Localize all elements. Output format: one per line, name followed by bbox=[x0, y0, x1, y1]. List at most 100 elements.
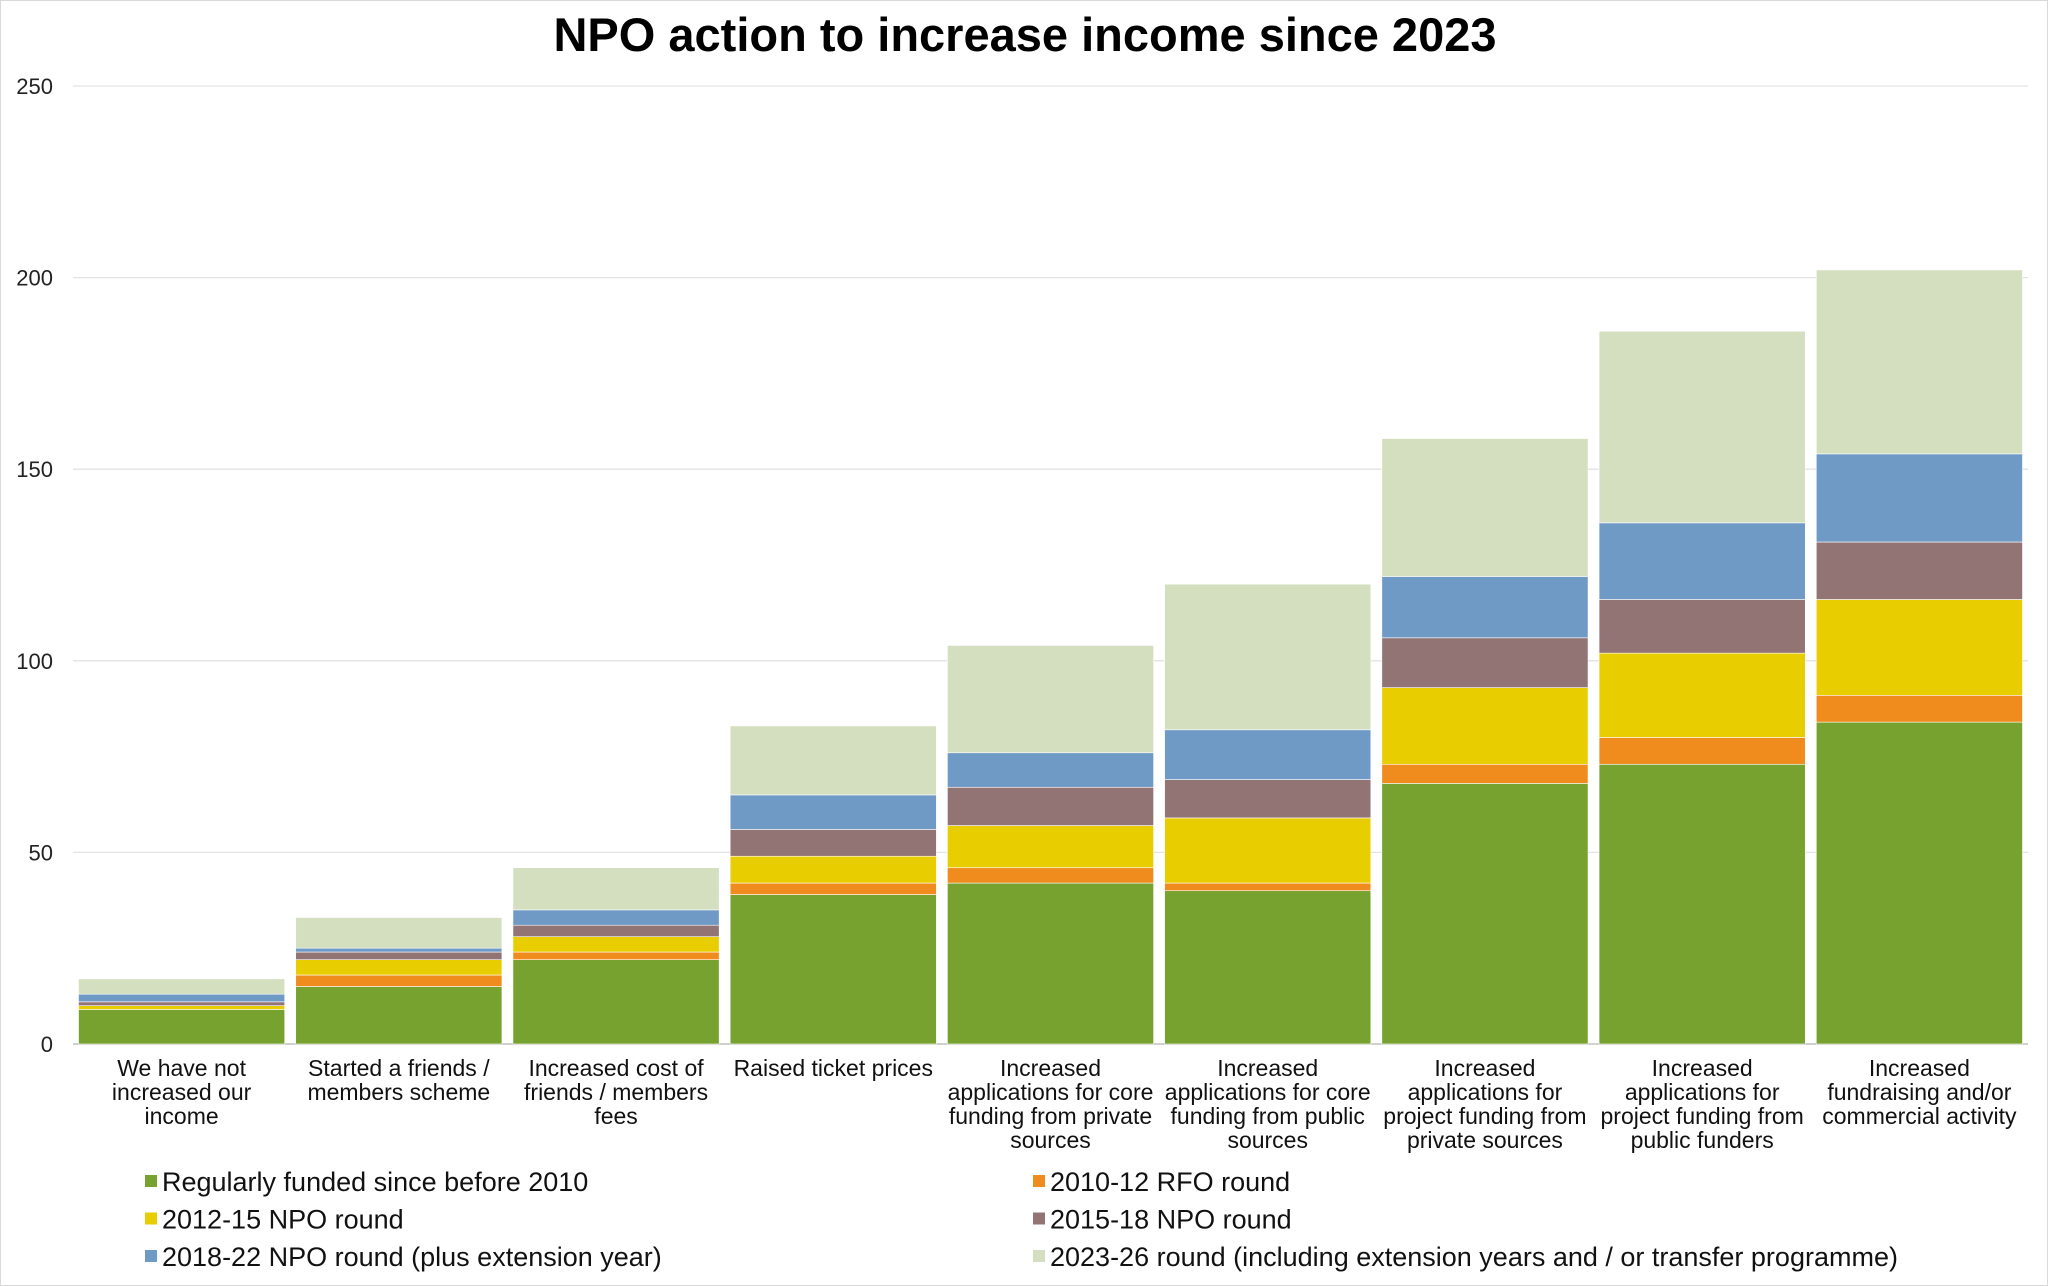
legend-swatch bbox=[1033, 1250, 1045, 1262]
x-tick-label: applications for bbox=[1625, 1079, 1780, 1105]
x-tick-label: friends / members bbox=[524, 1079, 708, 1105]
x-tick-label: Started a friends / bbox=[308, 1055, 490, 1081]
bar-segment bbox=[947, 882, 1154, 1045]
bar-segment bbox=[1598, 763, 1806, 1045]
x-tick-label: sources bbox=[1010, 1127, 1091, 1153]
y-tick-label: 250 bbox=[16, 74, 53, 99]
x-tick-label: Increased bbox=[1434, 1055, 1535, 1081]
bar-segment bbox=[1164, 779, 1372, 819]
x-tick-label: applications for core bbox=[948, 1079, 1154, 1105]
x-tick-label: fees bbox=[594, 1103, 637, 1129]
x-tick-label: funding from public bbox=[1171, 1103, 1365, 1129]
chart-title: NPO action to increase income since 2023 bbox=[553, 8, 1496, 61]
bar-segment bbox=[1381, 783, 1589, 1045]
x-tick-label: Increased bbox=[1000, 1055, 1101, 1081]
bar-segment bbox=[78, 978, 286, 995]
bar-segment bbox=[1598, 599, 1806, 654]
x-tick-label: increased our bbox=[112, 1079, 252, 1105]
bar-segment bbox=[295, 917, 503, 949]
bar-segment bbox=[1598, 522, 1806, 600]
bar-segment bbox=[1164, 583, 1372, 731]
bar-segment bbox=[78, 1005, 286, 1010]
x-tick-label: sources bbox=[1227, 1127, 1308, 1153]
x-tick-label: private sources bbox=[1407, 1127, 1563, 1153]
legend-label: 2010-12 RFO round bbox=[1050, 1167, 1290, 1197]
x-tick-label: Increased bbox=[1217, 1055, 1318, 1081]
x-tick-label: Increased bbox=[1652, 1055, 1753, 1081]
bar-segment bbox=[512, 924, 720, 938]
y-axis-ticks: 0 50 100 150 200 250 bbox=[16, 74, 53, 1057]
bar-segment bbox=[947, 752, 1154, 788]
bar-segment bbox=[1815, 269, 2023, 455]
legend: Regularly funded since before 2010 2010-1… bbox=[145, 1167, 1898, 1272]
bar-segment bbox=[512, 909, 720, 926]
bar-segment bbox=[1381, 763, 1589, 784]
bar-segment bbox=[1815, 694, 2023, 723]
bar-segment bbox=[1381, 687, 1589, 765]
bar-segment bbox=[729, 855, 937, 884]
bar-segment bbox=[729, 829, 937, 857]
bar-segment bbox=[1381, 576, 1589, 639]
legend-label: 2015-18 NPO round bbox=[1050, 1205, 1292, 1235]
bar-segment bbox=[1598, 652, 1806, 738]
x-tick-label: members scheme bbox=[307, 1079, 490, 1105]
x-tick-label: funding from private bbox=[949, 1103, 1152, 1129]
y-tick-label: 0 bbox=[41, 1032, 53, 1057]
bar-segment bbox=[1381, 438, 1589, 577]
x-tick-label: project funding from bbox=[1383, 1103, 1586, 1129]
bar-segment bbox=[1815, 453, 2023, 543]
bar-segment bbox=[1381, 637, 1589, 688]
x-tick-label: public funders bbox=[1631, 1127, 1774, 1153]
x-tick-label: income bbox=[145, 1103, 219, 1129]
legend-swatch bbox=[145, 1212, 157, 1225]
bar-segment bbox=[947, 825, 1154, 869]
bar-segment bbox=[1164, 817, 1372, 884]
bar-segment bbox=[1164, 729, 1372, 780]
legend-label: 2018-22 NPO round (plus extension year) bbox=[162, 1242, 662, 1272]
x-tick-label: Increased bbox=[1869, 1055, 1970, 1081]
bar-segment bbox=[947, 867, 1154, 884]
x-tick-label: applications for bbox=[1408, 1079, 1563, 1105]
x-tick-label: Increased cost of bbox=[528, 1055, 704, 1081]
bar-segment bbox=[1598, 737, 1806, 765]
bar-segment bbox=[78, 1009, 286, 1045]
y-tick-label: 200 bbox=[16, 266, 53, 291]
legend-label: 2023-26 round (including extension years… bbox=[1050, 1242, 1898, 1272]
bar-segment bbox=[1164, 890, 1372, 1045]
x-tick-label: applications for core bbox=[1165, 1079, 1371, 1105]
legend-swatch bbox=[1033, 1212, 1045, 1225]
bar-segment bbox=[947, 786, 1154, 826]
bars bbox=[78, 269, 2023, 1045]
bar-segment bbox=[947, 645, 1154, 754]
bar-segment bbox=[729, 725, 937, 796]
bar-segment bbox=[1815, 721, 2023, 1045]
bar-segment bbox=[512, 959, 720, 1045]
bar-segment bbox=[1815, 541, 2023, 600]
x-tick-label: We have not bbox=[117, 1055, 246, 1081]
bar-segment bbox=[1598, 330, 1806, 524]
bar-segment bbox=[512, 867, 720, 911]
legend-swatch bbox=[145, 1175, 157, 1187]
bar-segment bbox=[78, 993, 286, 1003]
x-tick-label: project funding from bbox=[1601, 1103, 1804, 1129]
legend-label: Regularly funded since before 2010 bbox=[162, 1167, 588, 1197]
y-tick-label: 150 bbox=[16, 457, 53, 482]
bar-segment bbox=[1815, 599, 2023, 696]
bar-segment bbox=[1164, 882, 1372, 892]
bar-segment bbox=[729, 794, 937, 830]
bar-segment bbox=[295, 959, 503, 976]
bar-segment bbox=[295, 986, 503, 1045]
bar-segment bbox=[512, 951, 720, 960]
legend-swatch bbox=[1033, 1175, 1045, 1187]
y-tick-label: 100 bbox=[16, 649, 53, 674]
bar-segment bbox=[512, 936, 720, 953]
x-tick-label: commercial activity bbox=[1822, 1103, 2017, 1129]
bar-segment bbox=[78, 1001, 286, 1006]
bar-segment bbox=[729, 894, 937, 1045]
bar-segment bbox=[295, 947, 503, 953]
legend-label: 2012-15 NPO round bbox=[162, 1205, 404, 1235]
legend-swatch bbox=[145, 1250, 157, 1262]
bar-segment bbox=[295, 974, 503, 987]
